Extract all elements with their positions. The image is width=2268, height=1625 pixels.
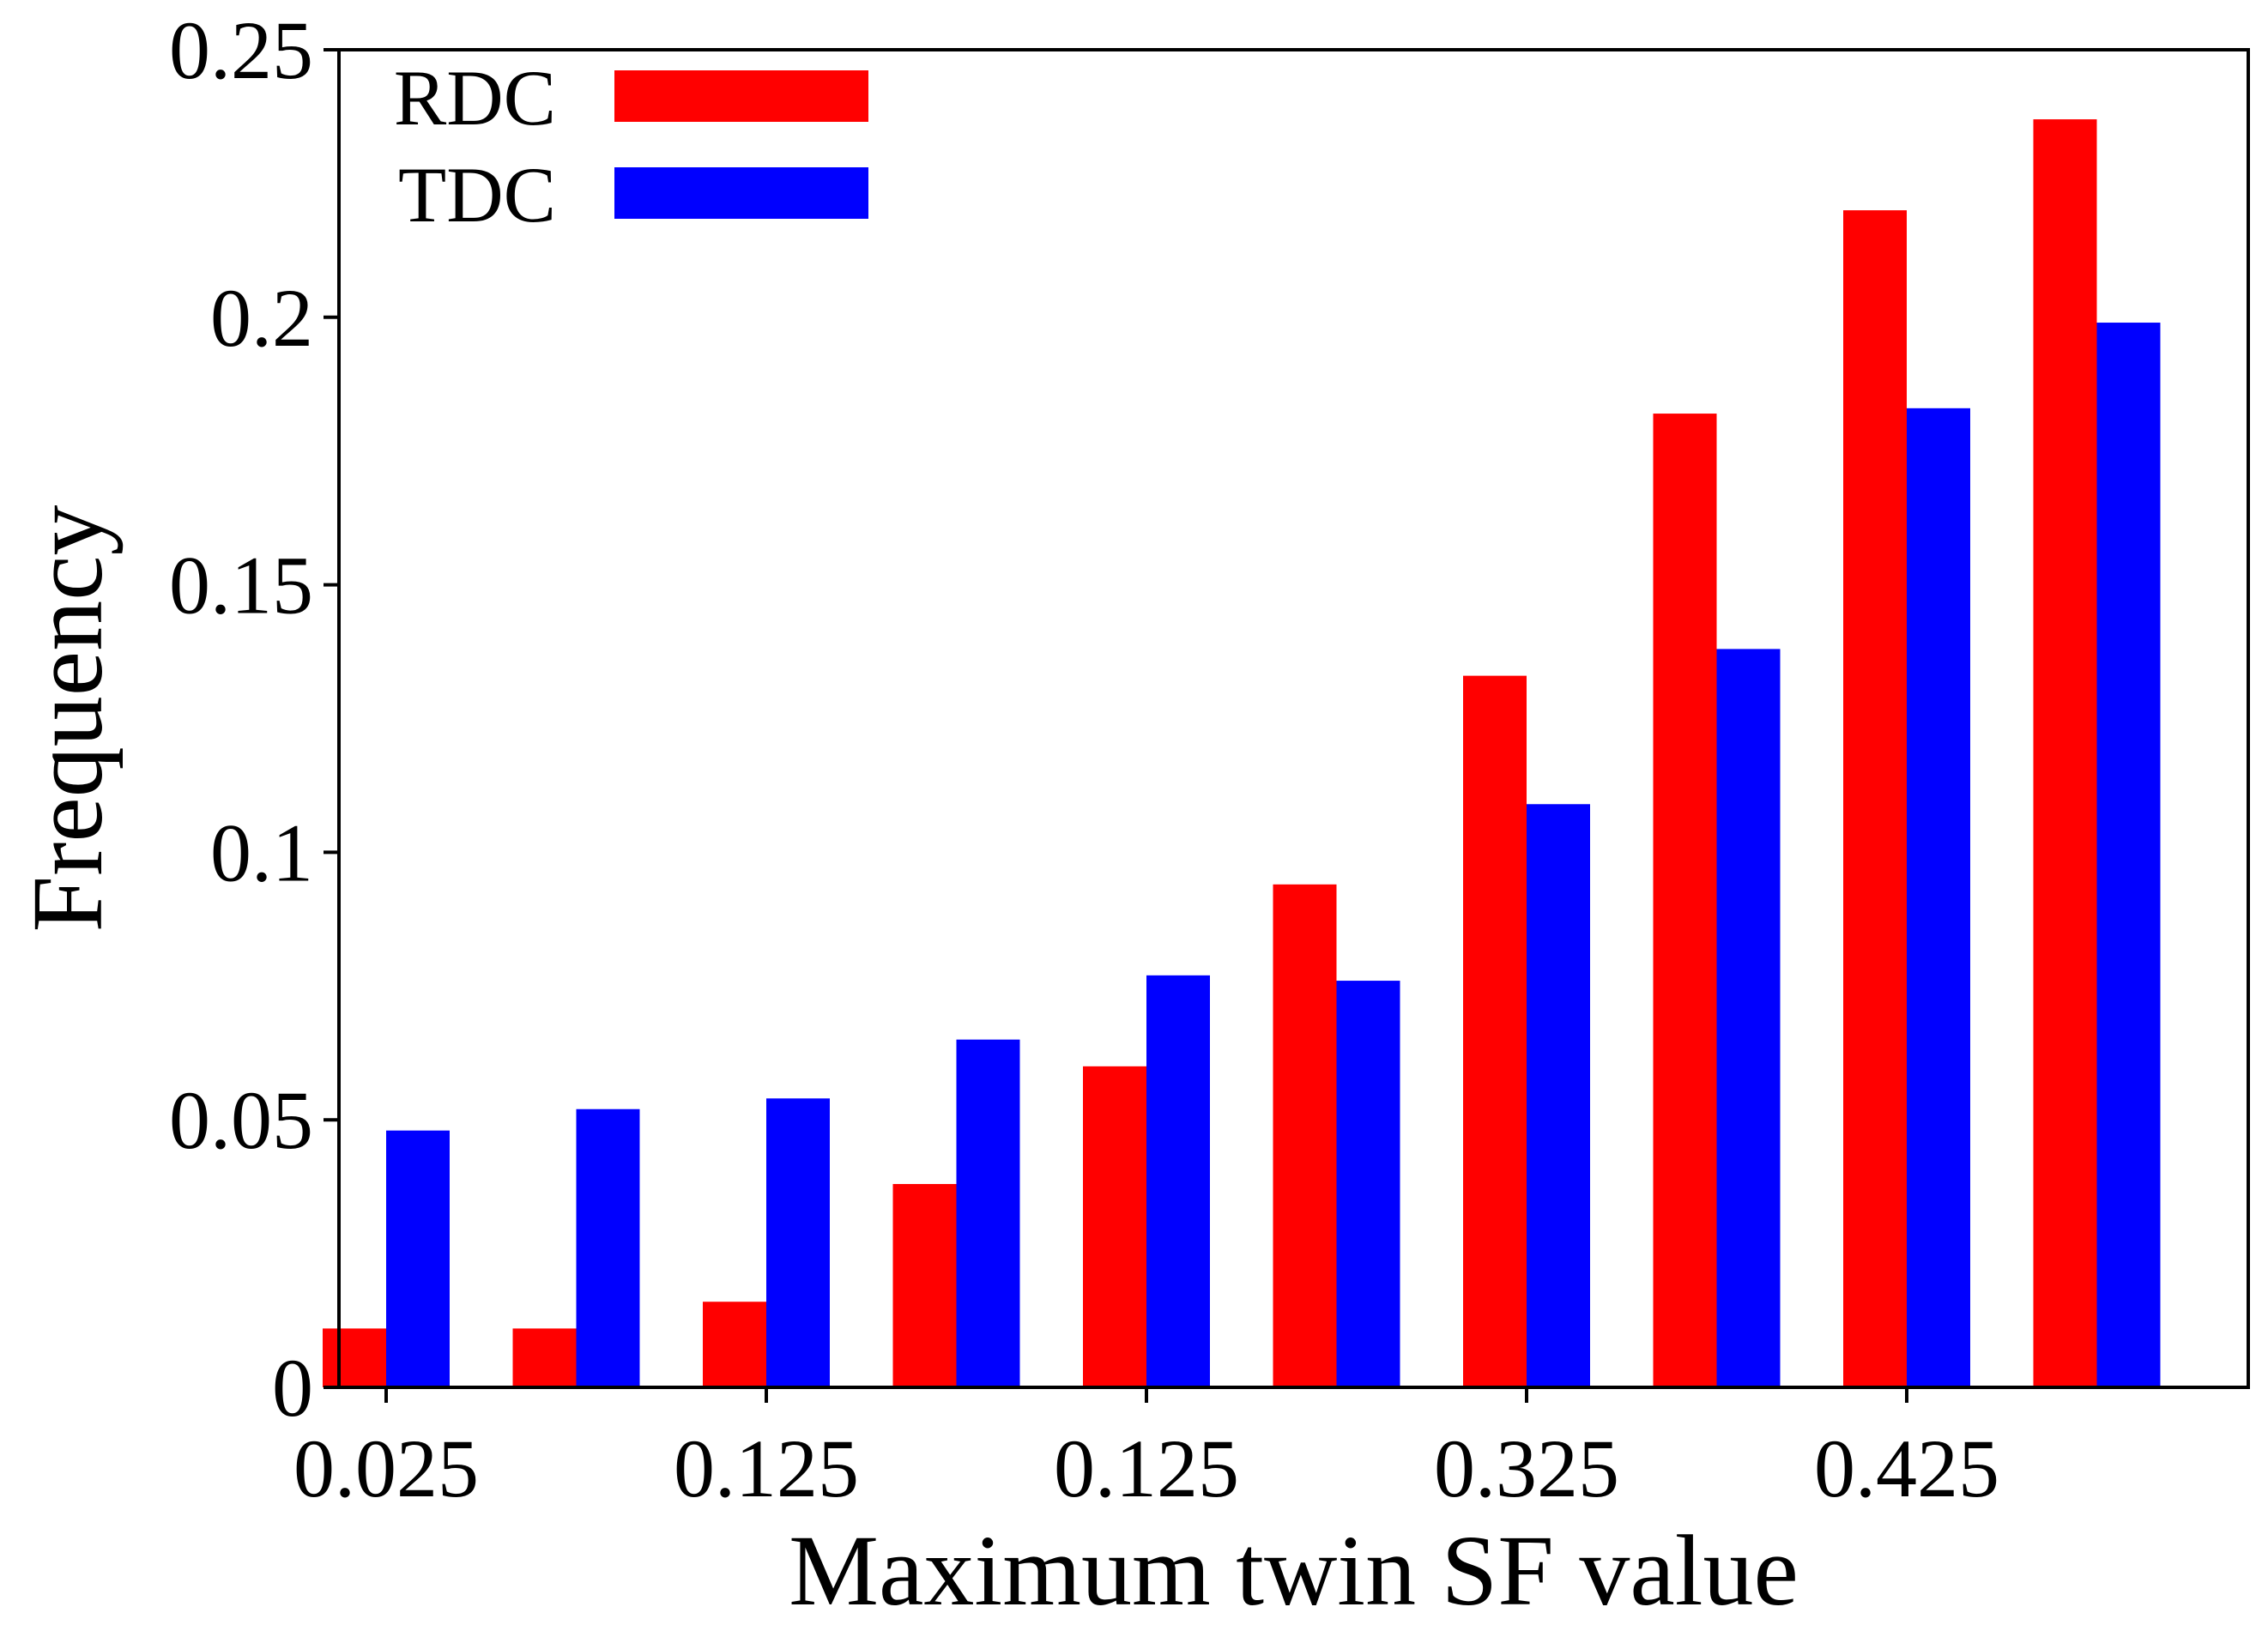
bar-rdc-1 [512, 1328, 577, 1387]
bar-rdc-4 [1083, 1066, 1146, 1387]
legend-label-tdc: TDC [398, 151, 556, 239]
y-tick-label: 0.25 [169, 4, 313, 96]
bar-tdc-4 [1146, 975, 1210, 1387]
bar-tdc-8 [1907, 408, 1970, 1387]
x-tick-label: 0.125 [1054, 1423, 1239, 1514]
bar-rdc-0 [323, 1328, 386, 1387]
bar-rdc-7 [1653, 414, 1717, 1388]
bar-tdc-9 [2096, 323, 2161, 1387]
y-tick-label: 0.05 [169, 1074, 313, 1166]
bar-rdc-9 [2033, 119, 2097, 1387]
bar-rdc-3 [892, 1184, 957, 1387]
y-tick-label: 0.1 [210, 806, 313, 898]
y-tick-label: 0 [272, 1342, 313, 1434]
legend-swatch-rdc [614, 70, 868, 122]
bar-rdc-2 [703, 1302, 766, 1387]
bar-tdc-5 [1336, 981, 1400, 1387]
y-axis-title: Frequency [11, 504, 124, 932]
x-tick-label: 0.025 [293, 1423, 479, 1514]
x-axis-ticks: 0.025 0.125 0.125 0.325 0.425 [293, 1387, 1999, 1514]
legend: RDC TDC [394, 54, 868, 239]
bar-tdc-7 [1716, 649, 1781, 1387]
bar-tdc-2 [766, 1098, 830, 1387]
bars-layer [323, 119, 2161, 1388]
bar-rdc-5 [1273, 884, 1337, 1387]
bar-tdc-3 [956, 1039, 1020, 1387]
legend-swatch-tdc [614, 167, 868, 219]
bar-tdc-6 [1527, 804, 1590, 1387]
x-tick-label: 0.325 [1434, 1423, 1619, 1514]
bar-rdc-8 [1843, 210, 1907, 1388]
y-tick-label: 0.2 [210, 272, 313, 364]
legend-label-rdc: RDC [394, 54, 556, 142]
x-axis-title: Maximum twin SF value [789, 1514, 1799, 1625]
x-tick-label: 0.425 [1814, 1423, 1999, 1514]
y-axis-ticks: 0 0.05 0.1 0.15 0.2 0.25 [169, 4, 339, 1434]
y-tick-label: 0.15 [169, 540, 313, 631]
plot-frame [337, 48, 2250, 1389]
bar-tdc-0 [386, 1130, 450, 1387]
bar-rdc-6 [1463, 675, 1527, 1387]
x-tick-label: 0.125 [674, 1423, 859, 1514]
bar-tdc-1 [576, 1109, 640, 1387]
